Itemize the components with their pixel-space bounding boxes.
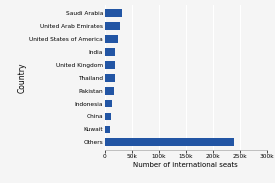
Bar bbox=[104, 100, 112, 107]
Bar bbox=[104, 126, 110, 133]
Bar bbox=[104, 9, 122, 17]
Bar bbox=[104, 113, 111, 120]
Bar bbox=[104, 139, 234, 146]
Bar bbox=[104, 61, 115, 69]
Bar bbox=[104, 22, 120, 30]
Y-axis label: Country: Country bbox=[18, 63, 27, 93]
Bar bbox=[104, 74, 115, 82]
Bar bbox=[104, 87, 114, 95]
Bar bbox=[104, 48, 115, 56]
Bar bbox=[104, 35, 118, 43]
X-axis label: Number of international seats: Number of international seats bbox=[133, 162, 238, 168]
